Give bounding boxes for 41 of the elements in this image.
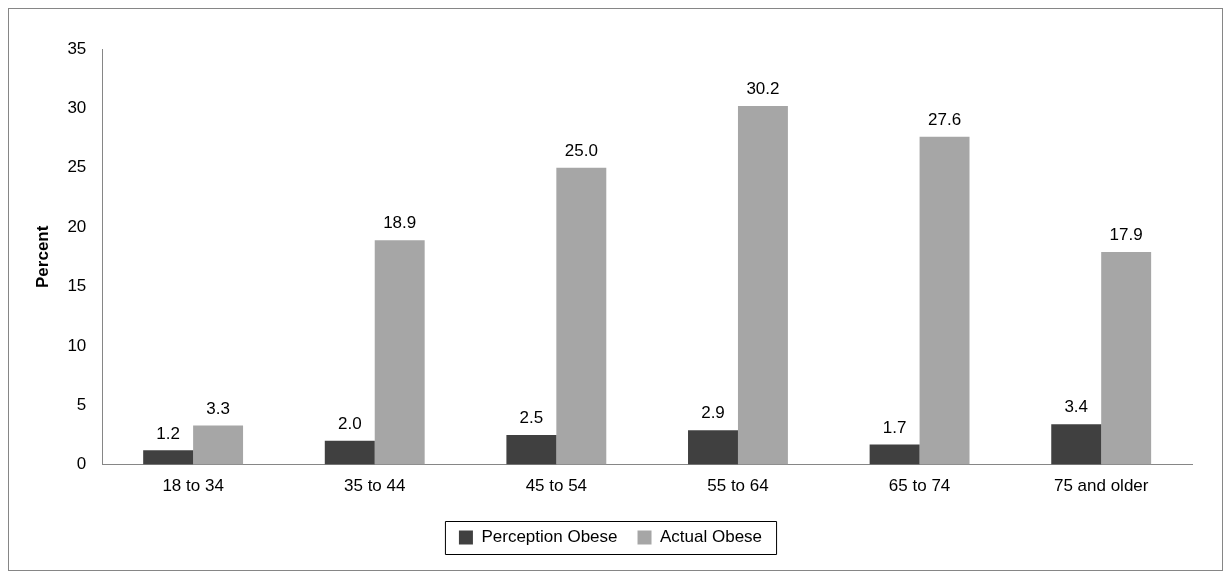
bar <box>556 167 607 465</box>
bar <box>374 240 425 465</box>
data-label: 2.0 <box>337 414 362 434</box>
data-label: 1.2 <box>156 423 180 443</box>
data-label: 2.5 <box>519 408 544 428</box>
bar <box>688 430 738 465</box>
bar <box>143 450 194 465</box>
bar <box>1051 424 1102 465</box>
data-label: 27.6 <box>928 110 962 130</box>
y-tick-label: 15 <box>67 276 87 296</box>
bar <box>1101 252 1152 465</box>
data-label: 3.4 <box>1064 397 1089 417</box>
x-tick-label: 55 to 64 <box>707 476 769 496</box>
legend-label: Perception Obese <box>481 527 618 547</box>
bar <box>737 106 788 465</box>
x-tick-label: 18 to 34 <box>162 476 224 496</box>
bar <box>869 444 920 465</box>
data-label: 17.9 <box>1109 225 1143 245</box>
bar <box>506 434 557 465</box>
y-tick-label: 35 <box>67 38 87 58</box>
bar <box>324 440 375 465</box>
y-axis-title: Percent <box>32 225 52 288</box>
y-tick-label: 20 <box>67 216 87 236</box>
data-label: 18.9 <box>383 213 417 233</box>
data-label: 1.7 <box>882 417 907 437</box>
bar <box>919 136 970 465</box>
y-tick-label: 10 <box>67 335 87 355</box>
y-tick-label: 25 <box>67 157 87 177</box>
x-tick-label: 75 and older <box>1053 476 1149 496</box>
data-label: 25.0 <box>564 140 598 160</box>
x-tick-label: 65 to 74 <box>888 476 951 496</box>
y-tick-label: 0 <box>76 454 87 474</box>
y-tick-label: 30 <box>67 98 87 118</box>
legend-label: Actual Obese <box>660 527 763 547</box>
x-tick-label: 45 to 54 <box>525 476 588 496</box>
data-label: 3.3 <box>206 398 230 418</box>
y-tick-label: 5 <box>76 394 87 414</box>
data-label: 2.9 <box>701 403 725 423</box>
data-label: 30.2 <box>746 79 780 99</box>
bar <box>193 425 244 465</box>
x-tick-label: 35 to 44 <box>344 476 406 496</box>
